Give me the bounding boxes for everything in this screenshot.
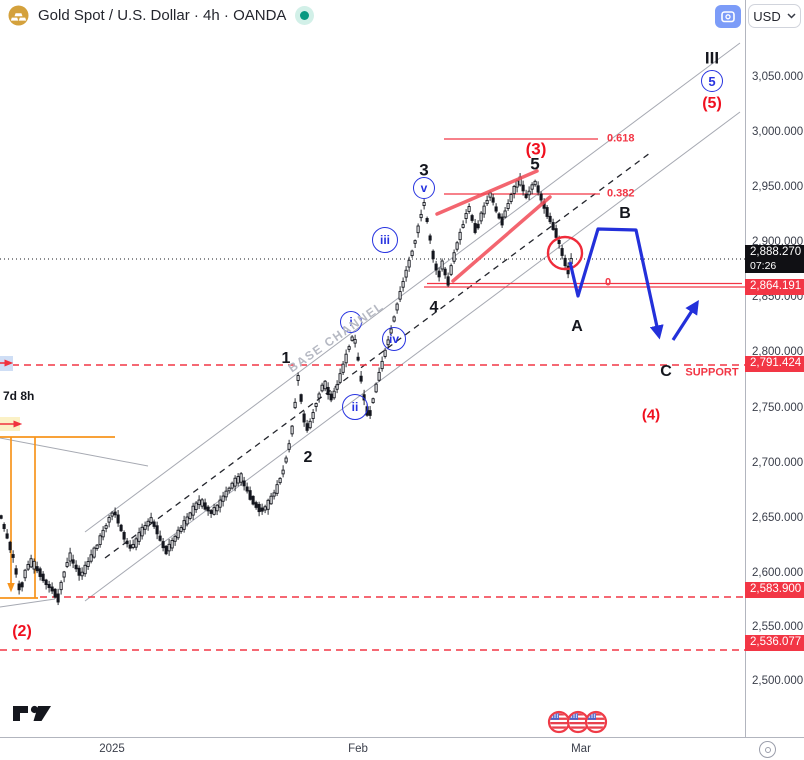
axis-settings-icon — [764, 746, 771, 753]
wave-1[interactable]: 1 — [281, 350, 291, 367]
wave-circled-iv[interactable]: iv — [382, 327, 406, 351]
time-label-mar: Mar — [571, 743, 591, 755]
price-tick: 3,000.000 — [752, 126, 804, 138]
red-highlight-circle[interactable] — [546, 235, 584, 271]
snapshot-button[interactable] — [715, 5, 741, 28]
wave-A[interactable]: A — [571, 318, 583, 335]
price-axis[interactable]: 3,050.000 3,000.000 2,950.000 2,900.000 2,85… — [745, 0, 804, 737]
current-price-label: 2,888.270 07:26 — [745, 245, 804, 273]
channel-line[interactable] — [84, 111, 741, 602]
red-trendline[interactable] — [451, 195, 552, 283]
currency-label: USD — [753, 8, 781, 24]
currency-dropdown[interactable]: USD — [748, 4, 801, 28]
time-label-2025: 2025 — [99, 743, 125, 755]
support-label[interactable]: SUPPORT — [685, 366, 739, 379]
wave-3[interactable]: 3 — [419, 160, 429, 180]
wave-paren-2[interactable]: (2) — [12, 623, 32, 640]
price-tick: 2,500.000 — [752, 675, 804, 687]
wave-4[interactable]: 4 — [429, 299, 439, 316]
wave-paren-3[interactable]: (3) — [525, 139, 547, 159]
price-tick: 2,800.000 — [752, 346, 804, 358]
time-axis[interactable]: 2025 Feb Mar — [0, 737, 804, 760]
price-tick: 2,600.000 — [752, 567, 804, 579]
time-label-feb: Feb — [348, 743, 368, 755]
symbol-title[interactable]: Gold Spot / U.S. Dollar · 4h · OANDA — [38, 7, 287, 24]
chevron-down-icon — [787, 13, 796, 19]
price-tick: 2,700.000 — [752, 457, 804, 469]
wave-C[interactable]: C — [660, 363, 672, 380]
candlesticks — [0, 173, 573, 606]
channel-line[interactable] — [0, 437, 149, 467]
channel-median-dashed[interactable] — [104, 152, 651, 559]
wave-circled-i[interactable]: i — [340, 311, 362, 333]
wave-circled-v[interactable]: v — [413, 177, 435, 199]
gold-coin-icon — [8, 5, 29, 26]
wave-circled-ii[interactable]: ii — [342, 394, 368, 420]
chart-legend: Gold Spot / U.S. Dollar · 4h · OANDA — [8, 5, 315, 26]
price-tick: 3,050.000 — [752, 71, 804, 83]
blue-projection-arrow[interactable] — [568, 227, 664, 340]
market-open-indicator[interactable] — [295, 6, 315, 25]
red-trendline[interactable] — [435, 169, 539, 216]
price-tick: 2,750.000 — [752, 402, 804, 414]
wave-paren-4[interactable]: (4) — [641, 406, 661, 424]
price-tick: 2,650.000 — [752, 512, 804, 524]
fib-0-label[interactable]: 0 — [605, 276, 612, 289]
channel-line[interactable] — [84, 42, 741, 533]
market-open-dot — [300, 11, 310, 20]
econ-event-flag[interactable] — [549, 712, 569, 732]
fib-0382-label[interactable]: 0.382 — [607, 187, 635, 200]
wave-2[interactable]: 2 — [303, 449, 313, 466]
camera-icon — [721, 11, 735, 23]
fib-0618-label[interactable]: 0.618 — [607, 132, 635, 145]
price-tick: 2,950.000 — [752, 181, 804, 193]
level-2536-label: 2,536.077 — [745, 635, 804, 651]
wave-III[interactable]: III — [704, 48, 720, 68]
level-2791-label: 2,791.424 — [745, 356, 804, 372]
wave-B[interactable]: B — [619, 205, 631, 222]
price-axis-border — [745, 0, 746, 760]
chart-canvas[interactable] — [0, 0, 745, 737]
econ-event-flag[interactable] — [586, 712, 606, 732]
wave-paren-5[interactable]: (5) — [702, 95, 722, 112]
wave-5[interactable]: 5 — [530, 154, 540, 174]
tradingview-logo[interactable] — [12, 703, 54, 727]
price-tick: 2,550.000 — [752, 621, 804, 633]
wave-circled-5[interactable]: 5 — [701, 70, 723, 92]
axis-settings-button[interactable] — [759, 741, 776, 758]
blue-projection-arrow[interactable] — [671, 300, 699, 341]
wave-circled-iii[interactable]: iii — [372, 227, 398, 253]
level-2583-label: 2,583.900 — [745, 582, 804, 598]
channel-line[interactable] — [0, 598, 56, 608]
countdown-7d8h[interactable]: 7d 8h — [3, 389, 35, 403]
level-2864-label: 2,864.191 — [745, 279, 804, 295]
